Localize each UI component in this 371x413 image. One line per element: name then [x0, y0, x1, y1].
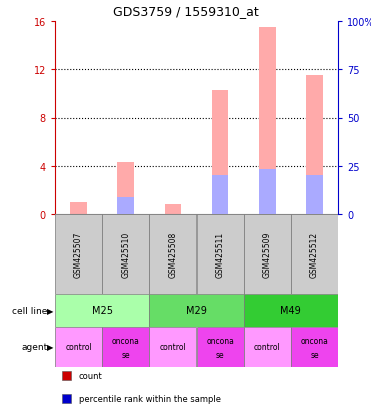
Text: cell line: cell line: [12, 306, 47, 315]
Bar: [291, 327, 338, 367]
Bar: [150, 214, 197, 294]
Bar: [259, 28, 276, 214]
Text: count: count: [79, 371, 102, 380]
Bar: [150, 327, 197, 367]
Bar: [212, 90, 228, 214]
Bar: [306, 76, 323, 214]
Text: M29: M29: [186, 306, 207, 316]
Text: GSM425511: GSM425511: [216, 231, 224, 278]
Text: se: se: [121, 351, 130, 360]
Text: ▶: ▶: [47, 343, 53, 351]
Text: M49: M49: [280, 306, 301, 316]
Bar: [118, 198, 134, 214]
Bar: [197, 214, 244, 294]
Text: oncona: oncona: [206, 337, 234, 346]
Bar: [306, 176, 323, 214]
Bar: [55, 294, 150, 327]
Text: GSM425509: GSM425509: [263, 231, 272, 278]
Bar: [244, 327, 291, 367]
Text: GSM425512: GSM425512: [310, 231, 319, 278]
Bar: [244, 294, 338, 327]
Text: control: control: [254, 343, 280, 351]
Text: percentile rank within the sample: percentile rank within the sample: [79, 394, 221, 403]
Text: M25: M25: [92, 306, 113, 316]
Bar: [102, 327, 150, 367]
Text: se: se: [216, 351, 224, 360]
Bar: [150, 294, 244, 327]
Bar: [259, 170, 276, 214]
Bar: [118, 163, 134, 214]
Text: agent: agent: [21, 343, 47, 351]
Text: GSM425507: GSM425507: [74, 231, 83, 278]
Bar: [212, 176, 228, 214]
Bar: [165, 205, 181, 214]
Bar: [244, 214, 291, 294]
Text: ▶: ▶: [47, 306, 53, 315]
Text: GDS3759 / 1559310_at: GDS3759 / 1559310_at: [113, 5, 258, 18]
Bar: [197, 327, 244, 367]
Bar: [55, 214, 102, 294]
Bar: [102, 214, 150, 294]
Bar: [55, 327, 102, 367]
Text: control: control: [65, 343, 92, 351]
Text: GSM425510: GSM425510: [121, 231, 130, 278]
Text: oncona: oncona: [112, 337, 140, 346]
Bar: [291, 214, 338, 294]
Text: oncona: oncona: [301, 337, 328, 346]
Text: se: se: [310, 351, 319, 360]
Text: control: control: [160, 343, 186, 351]
Text: GSM425508: GSM425508: [168, 231, 177, 278]
Bar: [70, 202, 87, 214]
